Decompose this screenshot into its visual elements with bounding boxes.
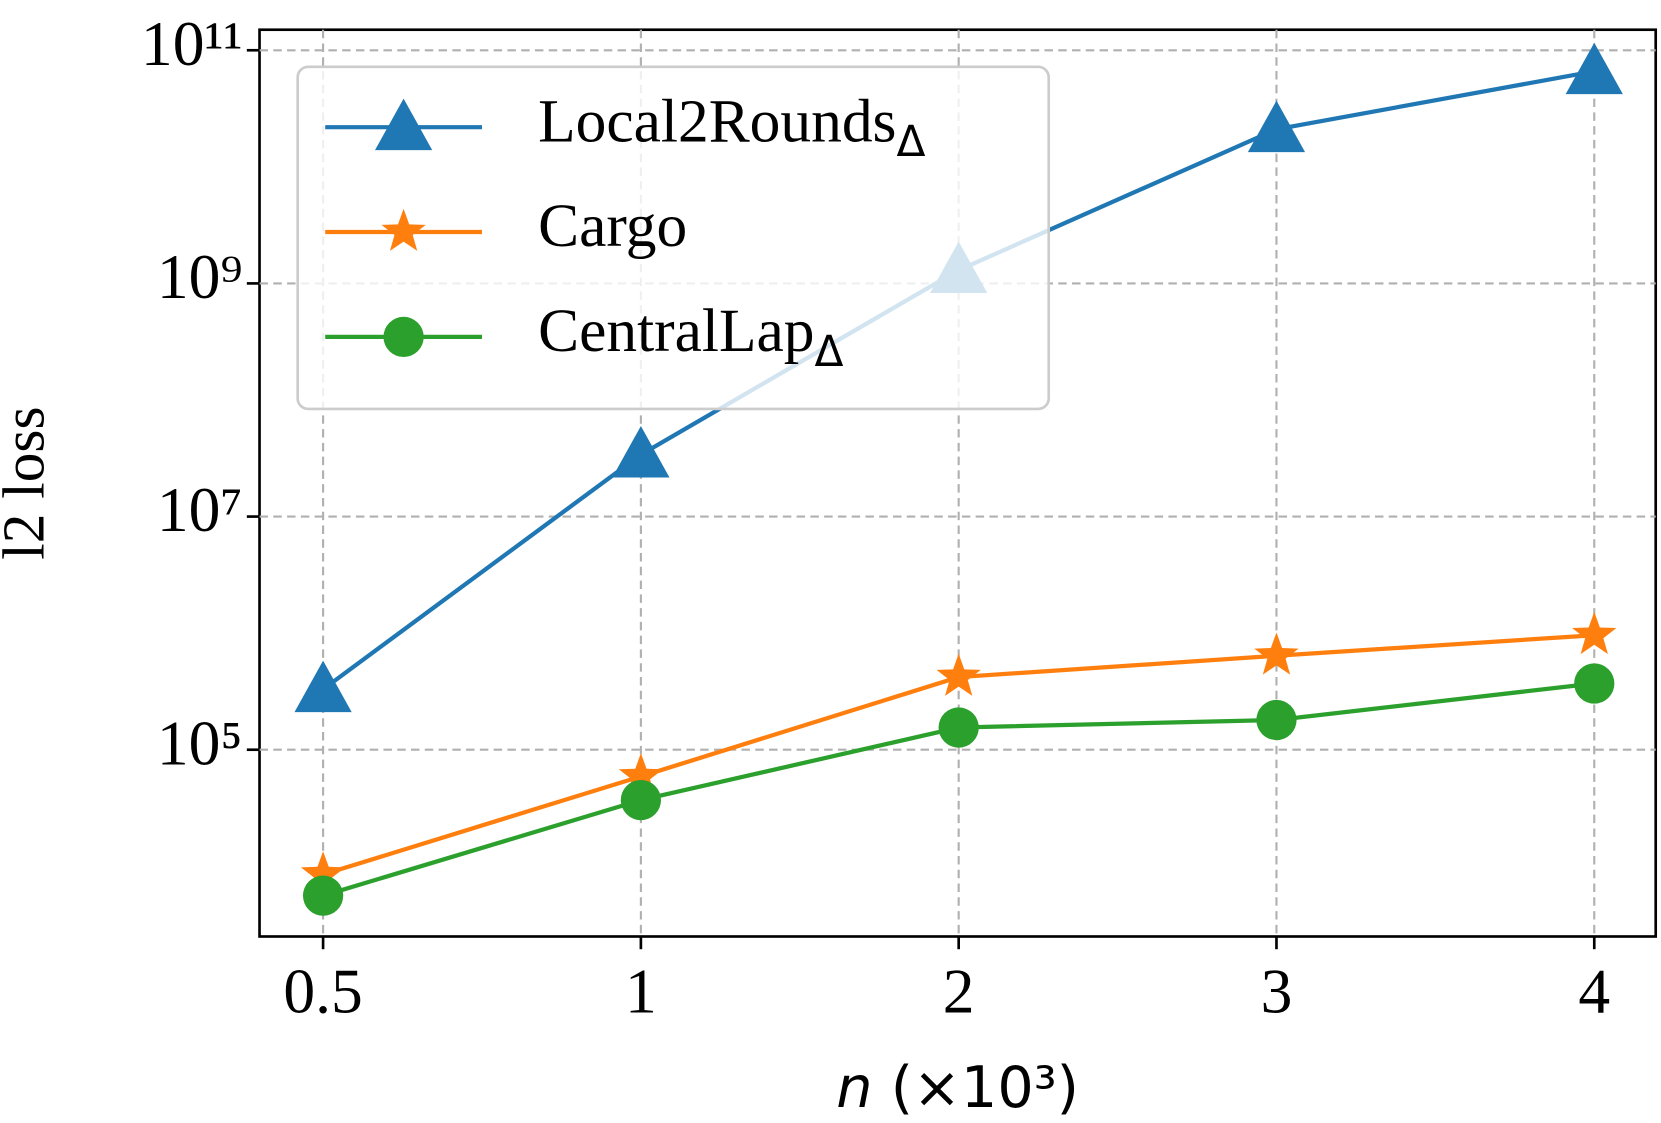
y-tick-label: 10⁹ [157,241,243,312]
x-tick-label: 2 [943,956,975,1027]
x-tick-label: 1 [625,956,657,1027]
legend-marker [383,316,424,358]
marker [1574,663,1615,704]
x-tick-label: 3 [1261,956,1293,1027]
marker [938,707,979,748]
legend: Local2RoundsΔ Cargo CentralLapΔ [296,65,1051,411]
marker [302,875,344,916]
legend-box [296,65,1051,411]
legend-label: CentralLapΔ [538,297,843,375]
legend-label: Cargo [538,192,687,260]
marker [1565,42,1623,95]
legend-marker [381,208,426,251]
y-tick-label: 10⁷ [157,474,243,545]
x-tick-label: 0.5 [283,956,362,1027]
marker [1254,632,1299,675]
legend-marker [374,98,433,151]
y-axis-label: l2 loss [0,406,56,559]
x-tick-label: 4 [1578,956,1610,1027]
marker [618,753,664,796]
marker [620,779,662,821]
marker [1256,699,1297,741]
x-axis-label: n (×10³) [836,1055,1079,1121]
y-tick-label: 10¹¹ [141,8,243,79]
marker [294,660,352,713]
marker [612,426,670,478]
marker [1572,611,1617,655]
marker [936,653,981,696]
y-tick-label: 10⁵ [157,707,243,778]
legend-label: Local2RoundsΔ [538,87,925,165]
marker [300,851,346,894]
marker [1247,100,1306,153]
